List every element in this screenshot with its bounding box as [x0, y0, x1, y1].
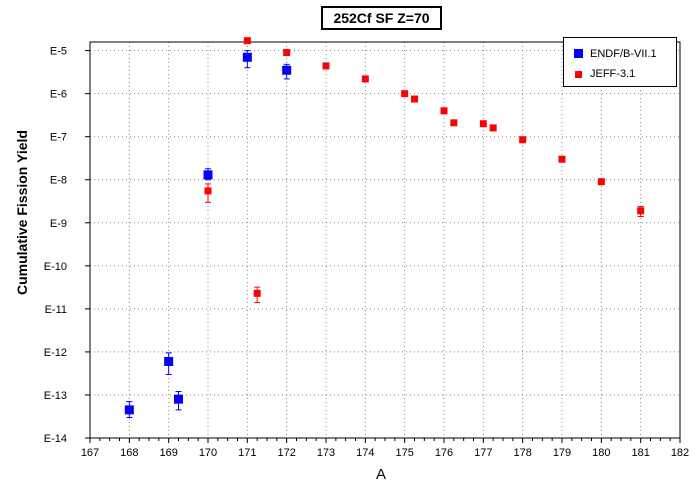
x-tick-label: 174	[356, 447, 374, 459]
data-point-jeff	[243, 37, 251, 45]
x-tick-label: 177	[474, 447, 492, 459]
y-tick-label: E-14	[44, 433, 67, 445]
y-tick-label: E-9	[50, 218, 67, 230]
legend-item-endf: ENDF/B-VII.1	[574, 48, 657, 60]
data-point-jeff	[411, 95, 418, 103]
x-tick-label: 180	[592, 447, 610, 459]
data-point-endf	[164, 356, 174, 366]
y-tick-label: E-10	[44, 261, 67, 273]
data-point-jeff	[440, 107, 448, 115]
data-point-jeff	[558, 155, 566, 163]
data-point-jeff	[489, 124, 497, 132]
x-tick-label: 171	[238, 447, 256, 459]
data-point-jeff	[204, 187, 212, 195]
x-tick-label: 173	[317, 447, 335, 459]
y-tick-label: E-13	[44, 390, 67, 402]
x-axis-title: A	[376, 466, 387, 483]
x-tick-label: 170	[199, 447, 217, 459]
y-axis-title: Cumulative Fission Yield	[14, 130, 30, 295]
y-tick-label: E-7	[50, 132, 67, 144]
data-point-jeff	[450, 119, 458, 127]
x-tick-label: 176	[435, 447, 453, 459]
data-point-endf	[282, 65, 292, 75]
data-point-jeff	[253, 289, 261, 297]
data-point-jeff	[361, 75, 369, 83]
chart-title: 252Cf SF Z=70	[321, 6, 442, 30]
x-tick-label: 168	[120, 447, 138, 459]
data-point-endf	[124, 405, 134, 415]
x-tick-label: 167	[81, 447, 99, 459]
plot-frame	[89, 41, 681, 439]
data-point-jeff	[322, 62, 330, 70]
x-tick-label: 169	[159, 447, 177, 459]
legend-label-endf: ENDF/B-VII.1	[590, 48, 657, 60]
y-tick-label: E-8	[50, 175, 67, 187]
legend-swatch-jeff	[575, 71, 582, 78]
x-tick-label: 181	[631, 447, 649, 459]
x-tick-label: 182	[671, 447, 689, 459]
legend-label-jeff: JEFF-3.1	[590, 68, 636, 80]
legend-swatch-endf	[574, 49, 583, 58]
grid	[90, 42, 680, 438]
data-point-endf	[203, 170, 213, 180]
data-point-jeff	[597, 178, 605, 186]
legend: ENDF/B-VII.1 JEFF-3.1	[563, 37, 677, 87]
axes: 167 168 169 170 171 172 173 174 175 176 177 178 179 1…	[44, 41, 689, 459]
data-point-jeff	[401, 90, 409, 98]
data-point-endf	[174, 394, 183, 404]
x-tick-label: 175	[395, 447, 413, 459]
data-point-jeff	[479, 120, 487, 128]
data-point-endf	[242, 52, 252, 62]
data-point-jeff	[637, 207, 645, 215]
x-tick-label: 178	[513, 447, 531, 459]
y-tick-label: E-12	[44, 347, 67, 359]
data-marks	[124, 37, 645, 418]
data-point-jeff	[283, 49, 291, 57]
x-tick-label: 179	[553, 447, 571, 459]
data-point-jeff	[519, 136, 527, 144]
y-tick-label: E-6	[50, 89, 67, 101]
x-tick-label: 172	[277, 447, 295, 459]
y-tick-label: E-11	[45, 304, 67, 316]
legend-item-jeff: JEFF-3.1	[575, 68, 636, 80]
y-tick-label: E-5	[50, 46, 67, 58]
